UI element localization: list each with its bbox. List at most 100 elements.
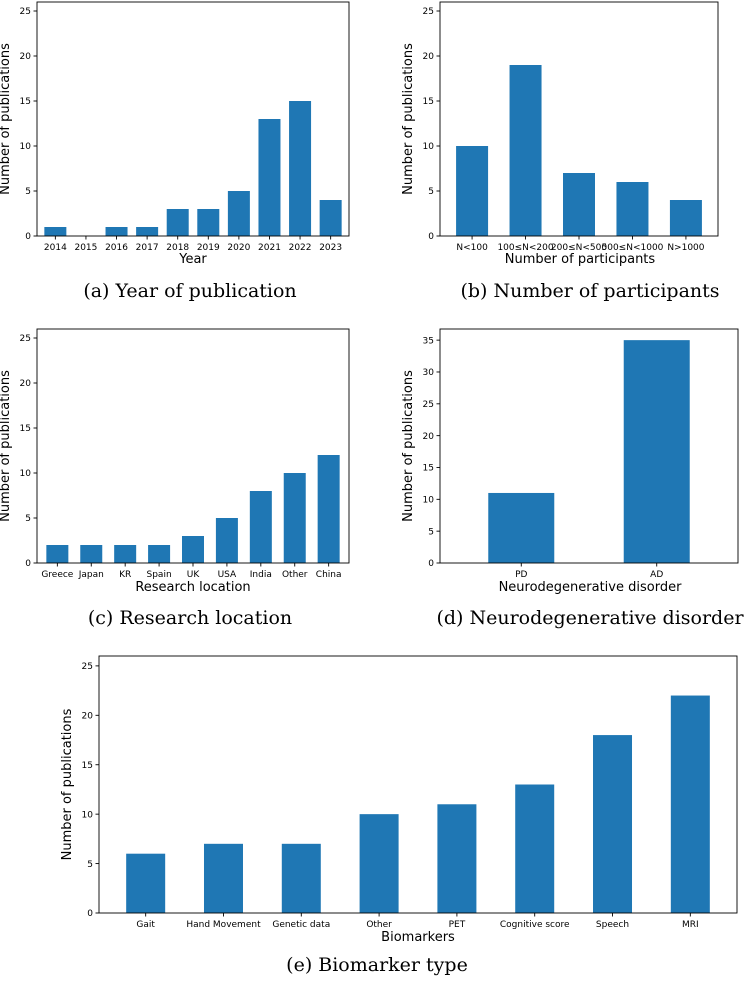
x-tick-label: AD (650, 570, 663, 580)
x-axis-label: Research location (135, 580, 250, 595)
y-tick-label: 25 (20, 334, 31, 344)
bar-c-greece (46, 545, 69, 563)
y-tick-label: 20 (20, 52, 32, 62)
bar-b-100-n-200 (509, 65, 542, 236)
bar-c-china (317, 455, 340, 563)
x-axis-label: Biomarkers (381, 930, 455, 945)
x-tick-label: 2020 (227, 243, 250, 253)
panel-caption: (a) Year of publication (83, 280, 296, 302)
y-tick-label: 5 (428, 527, 434, 537)
x-tick-label: Gait (136, 920, 155, 930)
x-tick-label: Speech (596, 920, 629, 930)
x-tick-label: USA (218, 570, 237, 580)
bar-a-2022 (289, 101, 312, 236)
panel-caption: (c) Research location (88, 607, 292, 629)
panel-caption: (b) Number of participants (460, 280, 719, 302)
x-tick-label: 2016 (105, 243, 128, 253)
bar-c-india (249, 491, 272, 563)
y-tick-label: 15 (20, 97, 31, 107)
bar-e-cognitive-score (515, 784, 555, 913)
y-tick-label: 20 (82, 712, 94, 722)
bar-c-usa (215, 518, 238, 563)
y-tick-label: 35 (423, 336, 434, 346)
plot-frame (439, 328, 739, 564)
x-tick-label: 2019 (197, 243, 220, 253)
bar-a-2016 (105, 227, 128, 236)
x-tick-label: 2015 (74, 243, 97, 253)
bar-e-hand-movement (203, 843, 243, 913)
chart-panel-c: Greece Japan KR Spain UK USA India Other China 0 5… (0, 328, 350, 629)
y-tick-label: 5 (87, 860, 93, 870)
y-tick-label: 25 (423, 7, 434, 17)
panel-caption: (e) Biomarker type (286, 954, 468, 976)
y-tick-label: 5 (25, 514, 31, 524)
y-tick-label: 25 (20, 7, 31, 17)
x-tick-label: PD (515, 570, 527, 580)
y-tick-label: 5 (428, 187, 434, 197)
bar-e-gait (126, 853, 166, 913)
y-tick-label: 20 (423, 432, 435, 442)
plot-frame (439, 1, 719, 237)
x-tick-label: N<100 (456, 243, 488, 253)
y-tick-label: 0 (87, 909, 93, 919)
x-tick-label: KR (119, 570, 131, 580)
y-tick-label: 10 (20, 469, 32, 479)
y-tick-label: 10 (20, 142, 32, 152)
y-tick-label: 15 (20, 424, 31, 434)
y-tick-label: 30 (423, 368, 435, 378)
bar-b-200-n-500 (563, 173, 595, 236)
bar-e-other (359, 814, 399, 913)
x-tick-label: Genetic data (272, 920, 330, 930)
x-tick-label: Greece (41, 570, 73, 580)
bar-e-speech (593, 735, 633, 913)
x-tick-label: Other (282, 570, 308, 580)
x-tick-label: 2022 (289, 243, 312, 253)
y-axis-label: Number of publications (401, 370, 416, 522)
bar-c-spain (148, 545, 171, 563)
y-tick-label: 15 (82, 761, 93, 771)
x-tick-label: MRI (682, 920, 699, 930)
chart-panel-a: 2014 2015 2016 2017 2018 2019 2020 2021 2022 2023… (0, 1, 350, 302)
y-axis-label: Number of publications (60, 708, 75, 860)
bar-e-genetic-data (281, 843, 321, 913)
x-tick-label: UK (187, 570, 201, 580)
x-axis-label: Year (178, 252, 207, 267)
x-axis-label: Number of participants (505, 252, 656, 267)
x-tick-label: Cognitive score (500, 920, 570, 930)
x-tick-label: Spain (147, 570, 172, 580)
y-tick-label: 25 (423, 400, 434, 410)
x-tick-label: N>1000 (667, 243, 704, 253)
chart-panel-d: PD AD 0 5 10 15 20 25 30 35 Neurodegenerative diso… (401, 328, 744, 629)
x-tick-label: 2021 (258, 243, 281, 253)
bar-c-other (283, 473, 306, 563)
bar-c-japan (80, 545, 103, 563)
y-tick-label: 10 (423, 496, 435, 506)
x-tick-label: PET (449, 920, 466, 930)
x-axis-label: Neurodegenerative disorder (499, 580, 683, 595)
bar-b-500-n-1000 (616, 182, 649, 236)
x-tick-label: 2018 (166, 243, 189, 253)
y-tick-label: 0 (428, 559, 434, 569)
y-tick-label: 10 (82, 810, 94, 820)
y-axis-label: Number of publications (401, 43, 416, 195)
y-tick-label: 10 (423, 142, 435, 152)
x-tick-label: China (316, 570, 342, 580)
chart-panel-e: Gait Hand Movement Genetic data Other PET Cog… (60, 655, 738, 976)
bar-a-2020 (227, 191, 250, 236)
plot-frame (98, 655, 738, 914)
bar-a-2014 (44, 227, 67, 236)
x-tick-label: 200≤N<500 (551, 243, 607, 253)
y-tick-label: 20 (423, 52, 435, 62)
bar-a-2019 (197, 209, 220, 236)
bar-b-n-100 (456, 146, 489, 236)
bar-e-pet (437, 804, 477, 913)
bar-e-mri (670, 695, 710, 913)
y-tick-label: 0 (428, 232, 434, 242)
bar-d-ad (623, 340, 690, 563)
x-tick-label: Japan (78, 570, 104, 580)
plot-frame (36, 328, 350, 564)
plot-frame (36, 1, 350, 237)
bar-b-n-1000 (669, 200, 702, 236)
x-tick-label: 100≤N<200 (497, 243, 553, 253)
y-tick-label: 15 (423, 97, 434, 107)
